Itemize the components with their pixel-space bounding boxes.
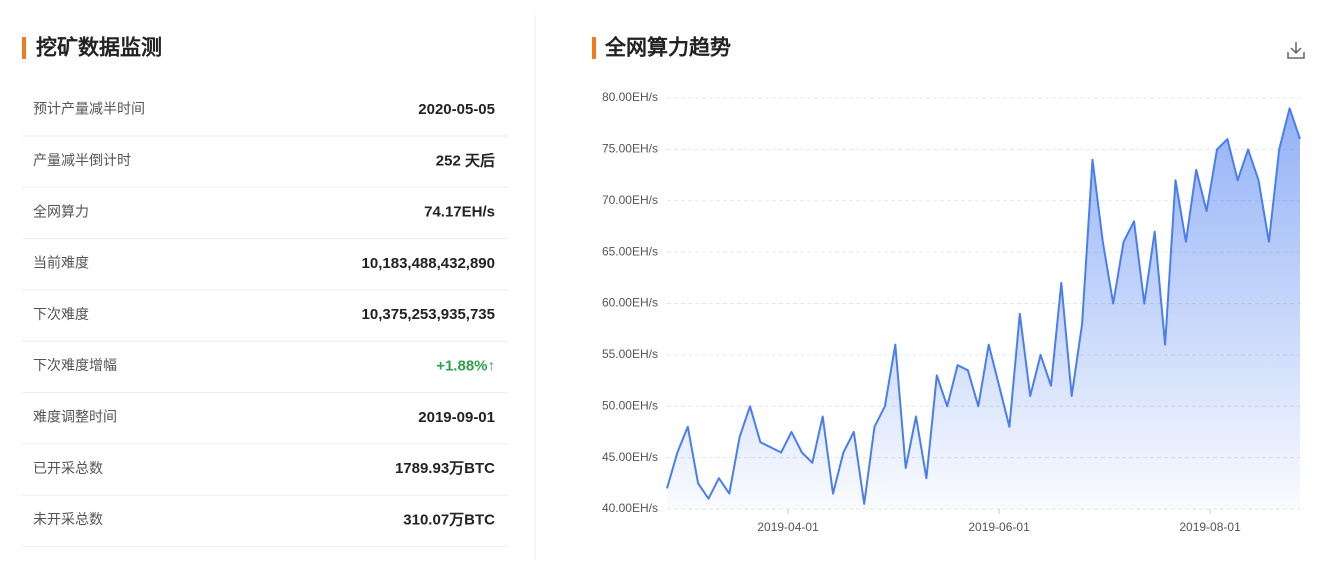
- panel-title: 挖矿数据监测: [36, 36, 162, 60]
- row-label: 产量减半倒计时: [33, 152, 131, 168]
- row-label: 当前难度: [33, 255, 89, 271]
- y-tick-label: 50.00EH/s: [602, 398, 658, 412]
- y-tick-label: 70.00EH/s: [602, 193, 658, 207]
- row-label: 已开采总数: [33, 460, 103, 476]
- x-tick-label: 2019-08-01: [1179, 520, 1241, 534]
- row-value: 10,183,488,432,890: [362, 255, 495, 272]
- row-value: 1789.93万BTC: [395, 460, 495, 477]
- x-tick-label: 2019-06-01: [968, 520, 1030, 534]
- y-tick-label: 45.00EH/s: [602, 450, 658, 464]
- row-label: 难度调整时间: [33, 409, 117, 425]
- y-tick-label: 40.00EH/s: [602, 501, 658, 515]
- row-value: 10,375,253,935,735: [362, 306, 495, 323]
- chart-title: 全网算力趋势: [604, 36, 731, 60]
- row-value: 74.17EH/s: [424, 204, 495, 221]
- y-tick-label: 60.00EH/s: [602, 296, 658, 310]
- row-label: 下次难度: [33, 306, 89, 322]
- row-value: +1.88%↑: [436, 357, 495, 374]
- row-label: 未开采总数: [33, 511, 103, 527]
- download-button[interactable]: [1287, 42, 1305, 59]
- title-accent: [22, 37, 26, 59]
- y-tick-label: 55.00EH/s: [602, 347, 658, 361]
- row-value: 252 天后: [436, 152, 495, 169]
- line: [666, 107, 1301, 505]
- y-tick-label: 80.00EH/s: [602, 90, 658, 104]
- row-label: 下次难度增幅: [33, 357, 117, 373]
- row-label: 预计产量减半时间: [33, 101, 145, 117]
- y-tick-label: 75.00EH/s: [602, 142, 658, 156]
- row-value: 2020-05-05: [418, 101, 495, 118]
- area: [667, 108, 1300, 510]
- title-accent: [592, 37, 596, 59]
- y-tick-label: 65.00EH/s: [602, 244, 658, 258]
- row-label: 全网算力: [33, 203, 89, 219]
- x-tick-label: 2019-04-01: [757, 520, 819, 534]
- row-value: 310.07万BTC: [403, 511, 495, 528]
- row-value: 2019-09-01: [418, 409, 495, 426]
